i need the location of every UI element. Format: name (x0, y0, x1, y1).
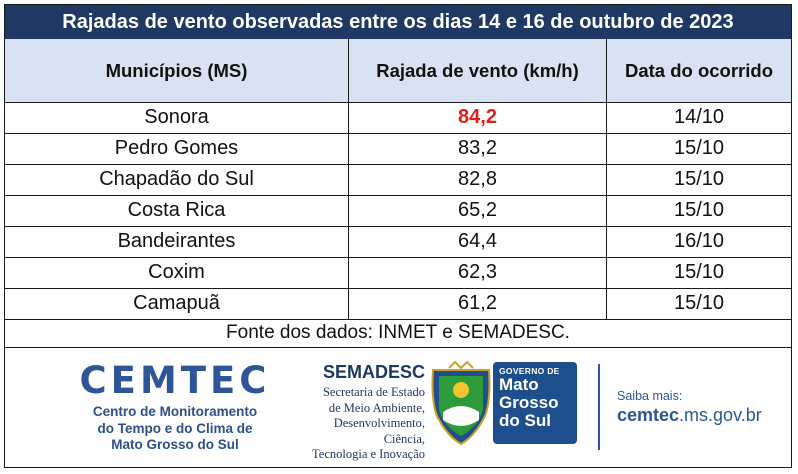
rajada-cell: 64,4 (349, 226, 607, 257)
table-frame: Rajadas de vento observadas entre os dia… (4, 4, 792, 468)
footer-divider (598, 364, 600, 450)
cemtec-wordmark: CEMTEC (79, 359, 271, 402)
table-title: Rajadas de vento observadas entre os dia… (5, 5, 791, 40)
municipio-cell: Pedro Gomes (5, 133, 349, 164)
table-row: Coxim 62,3 15/10 (5, 257, 791, 289)
table-row: Chapadão do Sul 82,8 15/10 (5, 164, 791, 196)
data-cell: 15/10 (673, 168, 725, 190)
governo-state-line: Mato (499, 375, 539, 394)
saiba-mais-block: Saiba mais: cemtec.ms.gov.br (617, 388, 762, 426)
saiba-mais-label: Saiba mais: (617, 389, 683, 403)
municipio-cell: Camapuã (5, 288, 349, 319)
cemtec-subtitle-line: Centro de Monitoramento (92, 404, 258, 419)
cemtec-subtitle: Centro de Monitoramento do Tempo e do Cl… (65, 404, 285, 454)
data-cell: 15/10 (673, 137, 725, 159)
semadesc-subtitle-line: Secretaria de Estado (322, 385, 425, 399)
municipio-cell: Coxim (5, 257, 349, 288)
cemtec-logo: CEMTEC Centro de Monitoramento do Tempo … (65, 362, 285, 454)
semadesc-subtitle-line: de Meio Ambiente, (328, 400, 425, 415)
governo-label: GOVERNO DE (499, 366, 560, 376)
rajada-cell: 82,8 (349, 164, 607, 195)
semadesc-wordmark: SEMADESC (322, 362, 425, 382)
column-header-municipios: Municípios (MS) (5, 39, 349, 102)
municipio-cell: Costa Rica (5, 195, 349, 226)
data-cell: 16/10 (673, 230, 725, 252)
rajada-cell: 62,3 (349, 257, 607, 288)
table-row: Bandeirantes 64,4 16/10 (5, 226, 791, 258)
data-cell: 15/10 (673, 261, 725, 283)
municipio-cell: Sonora (5, 102, 349, 133)
municipio-cell: Chapadão do Sul (5, 164, 349, 195)
rajada-cell: 84,2 (349, 102, 607, 133)
website-link-domain: cemtec (617, 405, 680, 425)
semadesc-subtitle: Secretaria de Estado de Meio Ambiente, D… (295, 385, 425, 463)
governo-state-line: do Sul (499, 411, 551, 430)
semadesc-logo: SEMADESC Secretaria de Estado de Meio Am… (295, 362, 425, 463)
data-source-note: Fonte dos dados: INMET e SEMADESC. (5, 319, 791, 348)
data-cell: 15/10 (673, 199, 725, 221)
website-link[interactable]: cemtec.ms.gov.br (617, 404, 762, 426)
semadesc-subtitle-line: Tecnologia e Inovação (312, 447, 425, 461)
cemtec-subtitle-line: Mato Grosso do Sul (111, 437, 239, 452)
rajada-cell: 65,2 (349, 195, 607, 226)
rajada-cell: 61,2 (349, 288, 607, 319)
table-row: Camapuã 61,2 15/10 (5, 288, 791, 320)
table-row: Sonora 84,2 14/10 (5, 102, 791, 134)
state-coat-of-arms-icon (431, 360, 491, 446)
website-link-suffix: .ms.gov.br (679, 405, 762, 425)
footer-logos: CEMTEC Centro de Monitoramento do Tempo … (5, 348, 791, 468)
rajada-cell: 83,2 (349, 133, 607, 164)
data-cell: 15/10 (673, 292, 725, 314)
table-header: Municípios (MS) Rajada de vento (km/h) D… (5, 39, 791, 103)
governo-state-line: Grosso (499, 393, 559, 412)
table-row: Costa Rica 65,2 15/10 (5, 195, 791, 227)
semadesc-subtitle-line: Desenvolvimento, Ciência, (333, 416, 425, 446)
table-row: Pedro Gomes 83,2 15/10 (5, 133, 791, 165)
cemtec-subtitle-line: do Tempo e do Clima de (97, 420, 253, 436)
municipio-cell: Bandeirantes (5, 226, 349, 257)
governo-ms-logo: GOVERNO DE Mato Grosso do Sul (493, 362, 577, 444)
column-header-rajada: Rajada de vento (km/h) (349, 39, 607, 102)
data-cell: 14/10 (673, 106, 725, 128)
column-header-data: Data do ocorrido (624, 59, 773, 81)
